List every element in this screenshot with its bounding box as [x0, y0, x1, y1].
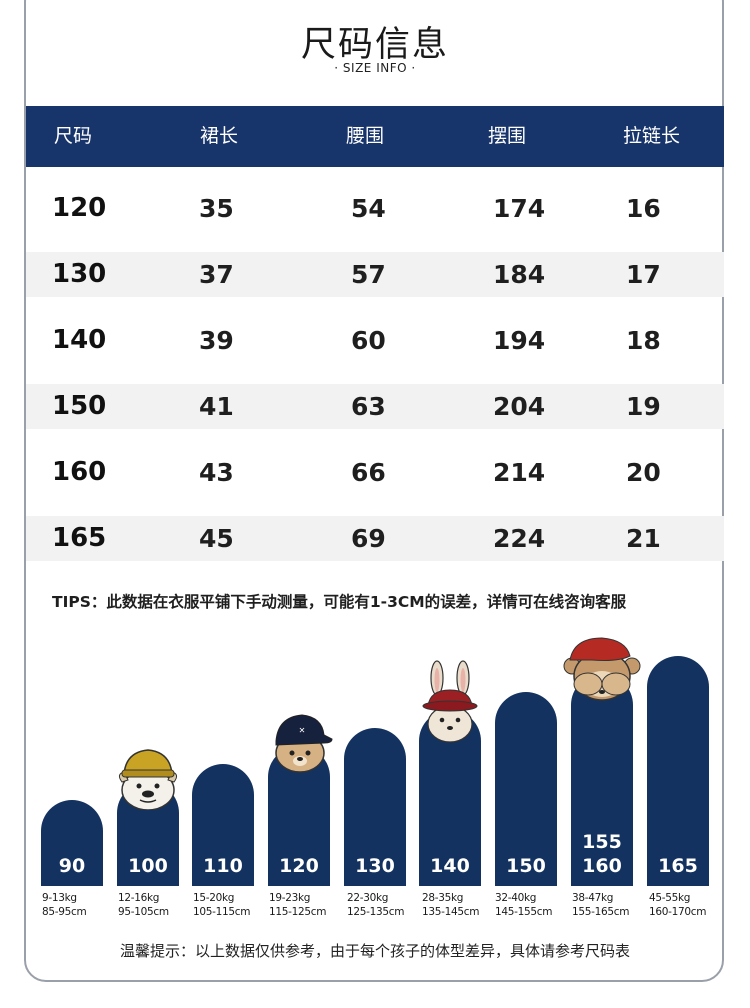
table-cell: 39 [199, 326, 234, 355]
weight-range: 38-47kg [572, 892, 614, 904]
table-cell: 204 [493, 392, 546, 421]
table-cell: 41 [199, 392, 234, 421]
table-cell: 54 [351, 194, 386, 223]
table-cell: 184 [493, 260, 546, 289]
rabbit-mascot-icon [422, 660, 478, 743]
table-cell: 150 [52, 391, 107, 421]
table-cell: 35 [199, 194, 234, 223]
table-cell: 160 [52, 457, 107, 487]
size-range-90: 9-13kg 85-95cm [42, 891, 87, 919]
height-range: 115-125cm [269, 906, 327, 918]
column-header-size: 尺码 [54, 125, 93, 147]
table-cell: 21 [626, 524, 661, 553]
table-cell: 63 [351, 392, 386, 421]
table-row: 130 37 57 184 17 [26, 252, 724, 297]
table-row: 140 39 60 194 18 [26, 318, 724, 363]
bar-label: 120 [279, 855, 319, 877]
table-cell: 120 [52, 193, 107, 223]
column-header-skirt-length: 裙长 [200, 125, 239, 147]
size-range-165: 45-55kg 160-170cm [649, 891, 706, 919]
table-row: 165 45 69 224 21 [26, 516, 724, 561]
table-cell: 165 [52, 523, 107, 553]
size-range-160: 38-47kg 155-165cm [572, 891, 629, 919]
height-range: 95-105cm [118, 906, 169, 918]
size-table-header: 尺码 裙长 腰围 摆围 拉链长 [26, 106, 724, 167]
table-cell: 130 [52, 259, 107, 289]
table-cell: 45 [199, 524, 234, 553]
svg-text:✕: ✕ [299, 726, 306, 735]
weight-range: 12-16kg [118, 892, 160, 904]
height-range: 85-95cm [42, 906, 87, 918]
weight-range: 32-40kg [495, 892, 537, 904]
size-bar-165: 165 [647, 656, 709, 886]
table-cell: 20 [626, 458, 661, 487]
page-title: 尺码信息 [300, 25, 449, 65]
bar-label: 110 [203, 855, 243, 877]
bar-label: 150 [506, 855, 546, 877]
table-cell: 69 [351, 524, 386, 553]
page-subtitle: · SIZE INFO · [334, 61, 416, 75]
weight-range: 45-55kg [649, 892, 691, 904]
column-header-waist: 腰围 [346, 125, 385, 147]
column-header-zipper-length: 拉链长 [623, 125, 681, 147]
bar-label: 165 [658, 855, 698, 877]
table-row: 120 35 54 174 16 [26, 186, 724, 231]
weight-range: 9-13kg [42, 892, 77, 904]
bar-label: 90 [58, 855, 86, 877]
table-cell: 140 [52, 325, 107, 355]
size-bar-160: 155 160 [571, 674, 633, 886]
height-range: 105-115cm [193, 906, 251, 918]
bar-label: 100 [128, 855, 168, 877]
height-range: 160-170cm [649, 906, 707, 918]
bar-label: 140 [430, 855, 470, 877]
table-cell: 194 [493, 326, 546, 355]
table-cell: 19 [626, 392, 661, 421]
weight-range: 28-35kg [422, 892, 464, 904]
table-row: 150 41 63 204 19 [26, 384, 724, 429]
height-range: 135-145cm [422, 906, 480, 918]
height-range: 155-165cm [572, 906, 630, 918]
bar-label: 160 [582, 855, 622, 877]
bulldog-mascot-icon [118, 749, 178, 810]
table-cell: 224 [493, 524, 546, 553]
table-cell: 60 [351, 326, 386, 355]
reference-note: 温馨提示：以上数据仅供参考，由于每个孩子的体型差异，具体请参考尺码表 [119, 942, 630, 960]
weight-range: 22-30kg [347, 892, 389, 904]
column-header-hem: 摆围 [488, 125, 527, 147]
table-cell: 17 [626, 260, 661, 289]
size-bar-110: 110 [192, 764, 254, 886]
bar-label-top: 155 [582, 831, 622, 853]
size-bar-130: 130 [344, 728, 406, 886]
page-frame [24, 0, 724, 982]
table-cell: 57 [351, 260, 386, 289]
table-row: 160 43 66 214 20 [26, 450, 724, 495]
table-cell: 43 [199, 458, 234, 487]
monkey-mascot-icon [563, 637, 641, 701]
table-cell: 214 [493, 458, 546, 487]
table-cell: 37 [199, 260, 234, 289]
weight-range: 15-20kg [193, 892, 235, 904]
size-range-120: 19-23kg 115-125cm [269, 891, 326, 919]
weight-range: 19-23kg [269, 892, 311, 904]
size-range-150: 32-40kg 145-155cm [495, 891, 552, 919]
size-range-130: 22-30kg 125-135cm [347, 891, 404, 919]
size-range-100: 12-16kg 95-105cm [118, 891, 169, 919]
table-cell: 66 [351, 458, 386, 487]
size-bar-150: 150 [495, 692, 557, 886]
bear-mascot-icon: ✕ [275, 714, 333, 773]
bar-label: 130 [355, 855, 395, 877]
height-range: 125-135cm [347, 906, 405, 918]
size-range-110: 15-20kg 105-115cm [193, 891, 250, 919]
table-cell: 174 [493, 194, 546, 223]
table-cell: 18 [626, 326, 661, 355]
size-bar-90: 90 [41, 800, 103, 886]
height-range: 145-155cm [495, 906, 553, 918]
table-cell: 16 [626, 194, 661, 223]
measurement-tips: TIPS：此数据在衣服平铺下手动测量，可能有1-3CM的误差，详情可在线咨询客服 [52, 593, 627, 611]
size-range-140: 28-35kg 135-145cm [422, 891, 479, 919]
